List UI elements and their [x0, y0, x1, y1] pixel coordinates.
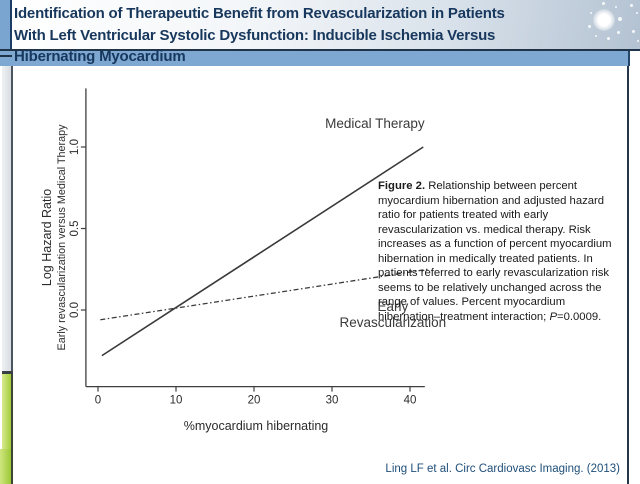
figure-caption: Figure 2. Relationship between percent m…	[378, 179, 628, 324]
slide-title: Identification of Therapeutic Benefit fr…	[14, 3, 614, 68]
left-accent-strip-gray	[2, 66, 13, 371]
citation-text: Ling LF et al. Circ Cardiovasc Imaging. …	[385, 463, 620, 475]
strip-cap	[2, 371, 13, 374]
tick-mark-decoration	[0, 55, 12, 57]
y-tick-label: 0.5	[69, 221, 81, 237]
x-axis-label: %myocardium hibernating	[184, 419, 329, 433]
left-accent-strip-green	[2, 374, 13, 449]
slide-title-line1: Identification of Therapeutic Benefit fr…	[14, 5, 505, 22]
x-tick-label: 0	[95, 395, 101, 407]
title-background	[12, 0, 640, 50]
x-tick-label: 30	[326, 395, 339, 407]
figure-caption-body: Relationship between percent myocardium …	[378, 180, 612, 323]
x-tick-label: 20	[248, 395, 261, 407]
x-tick-label: 10	[170, 395, 183, 407]
figure-caption-label: Figure 2.	[378, 180, 426, 192]
left-accent-strip-blue	[0, 0, 12, 50]
figure-caption-pvalue: =0.0009.	[557, 310, 602, 323]
series-annotation: Medical Therapy	[325, 116, 425, 131]
figure-caption-pvalue-italic: P	[549, 310, 557, 323]
y-axis-label-line1: Log Hazard Ratio	[40, 189, 54, 286]
slide-title-line3: Hibernating Myocardium	[14, 48, 186, 65]
left-accent-strip-green-wide	[0, 449, 13, 484]
header-divider-line	[0, 49, 640, 51]
y-tick-label: 1.0	[69, 139, 81, 155]
y-tick-label: 0.0	[69, 302, 81, 318]
y-axis-label-line2: Early revascularization versus Medical T…	[56, 124, 68, 351]
x-tick-label: 40	[404, 395, 417, 407]
title-highlight-bar	[0, 51, 630, 66]
series-solid	[101, 146, 424, 357]
right-border-line	[627, 66, 629, 484]
slide-title-line2: With Left Ventricular Systolic Dysfuncti…	[14, 26, 496, 44]
